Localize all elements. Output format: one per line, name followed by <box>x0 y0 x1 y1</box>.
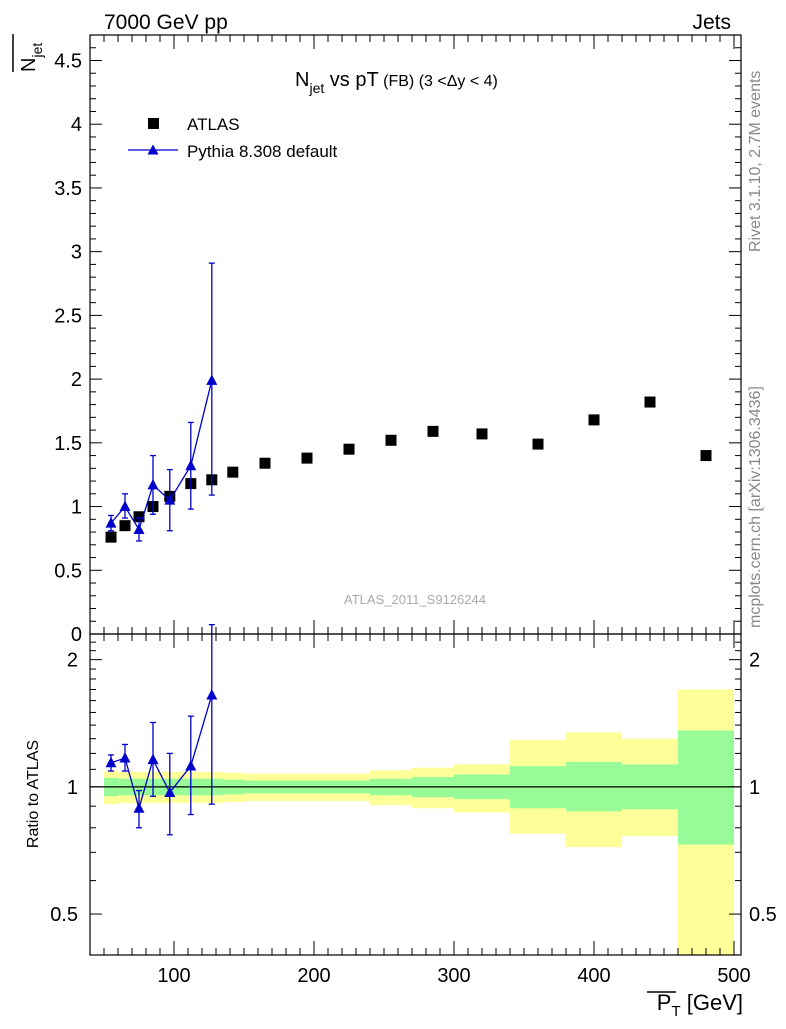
ratio-panel-frame <box>89 633 742 956</box>
atlas-point <box>133 511 145 523</box>
ratio-y-tick-label: 0.5 <box>50 904 78 926</box>
atlas-point <box>119 520 131 532</box>
x-tick-label: 300 <box>437 965 470 987</box>
ratio-y-tick-label: 1 <box>67 777 78 799</box>
atlas-point <box>105 531 117 543</box>
plot-title: Njet vs pT (FB) (3 <Δy < 4) <box>295 69 498 96</box>
ratio-point <box>133 802 145 813</box>
y-tick-label: 0 <box>71 624 82 646</box>
title-main: N <box>295 69 309 91</box>
atlas-point <box>588 414 600 426</box>
x-axis-title: PT [GeV] <box>647 990 743 1020</box>
svg-text:Njet: Njet <box>18 43 45 72</box>
x-tick-label: 400 <box>577 965 610 987</box>
main-panel: 0 0.5 1 1.5 2 2.5 3 3.5 4 4.5 ATLAS_2011_S9126244… <box>12 34 742 646</box>
legend-atlas-label: ATLAS <box>187 115 240 134</box>
legend-pythia-marker <box>147 144 159 155</box>
legend-atlas-marker <box>148 118 159 129</box>
ratio-y-tick-label-right: 1 <box>749 777 760 799</box>
y-tick-label: 1.5 <box>54 433 82 455</box>
y-axis-title: Njet <box>12 34 45 72</box>
header-right-label: Jets <box>692 11 731 34</box>
mcplots-label: mcplots.cern.ch [arXiv:1306.3436] <box>747 386 764 628</box>
x-tick-label: 100 <box>157 965 190 987</box>
title-mid: vs pT <box>324 69 378 91</box>
atlas-point <box>700 450 712 462</box>
atlas-point <box>343 443 355 455</box>
ratio-y-tick-label: 2 <box>67 650 78 672</box>
ratio-point <box>105 756 117 768</box>
y-tick-label: 4 <box>71 114 82 136</box>
y-tick-label: 2 <box>71 369 82 391</box>
atlas-point <box>532 438 544 450</box>
atlas-point <box>227 466 239 478</box>
x-tick-label: 200 <box>297 965 330 987</box>
atlas-point <box>301 452 313 464</box>
ratio-y-tick-label-right: 2 <box>749 650 760 672</box>
pythia-point <box>164 494 176 505</box>
atlas-point <box>644 396 656 408</box>
inner-uncertainty-band <box>678 730 734 845</box>
legend-pythia-label: Pythia 8.308 default <box>187 142 338 161</box>
atlas-point <box>427 425 439 437</box>
pythia-point <box>147 478 159 490</box>
atlas-point <box>476 428 488 440</box>
ratio-point <box>164 786 176 797</box>
y-tick-label: 3 <box>71 242 82 264</box>
pythia-point <box>133 523 145 534</box>
ratio-point <box>119 752 131 763</box>
ratio-panel: 0.5 0.5 1 1 2 2 100 200 300 400 500 Ratio to ATLAS… <box>25 624 777 1020</box>
y-tick-label: 0.5 <box>54 560 82 582</box>
ratio-y-tick-label-right: 0.5 <box>749 904 777 926</box>
title-subscript: jet <box>308 80 324 96</box>
ratio-point <box>185 760 197 771</box>
pythia-point <box>206 374 218 385</box>
rivet-version-label: Rivet 3.1.10, 2.7M events <box>747 71 764 252</box>
y-tick-label: 4.5 <box>54 50 82 72</box>
header-left-label: 7000 GeV pp <box>104 11 228 34</box>
x-tick-label: 500 <box>717 965 750 987</box>
ratio-point <box>147 753 159 765</box>
pythia-point <box>185 459 197 471</box>
y-tick-label: 1 <box>71 497 82 519</box>
title-range: (3 <Δy < 4) <box>414 73 498 90</box>
atlas-point <box>259 457 271 469</box>
y-tick-label: 3.5 <box>54 178 82 200</box>
y-tick-label: 2.5 <box>54 305 82 327</box>
atlas-point <box>385 434 397 446</box>
analysis-watermark: ATLAS_2011_S9126244 <box>344 592 486 607</box>
pythia-point <box>119 500 131 512</box>
pythia-point <box>105 517 117 528</box>
legend: ATLAS Pythia 8.308 default <box>128 115 338 161</box>
ratio-axis-title: Ratio to ATLAS <box>25 740 42 848</box>
ratio-point <box>206 688 218 700</box>
svg-text:PT [GeV]: PT [GeV] <box>657 990 743 1020</box>
title-small: (FB) <box>379 73 415 90</box>
